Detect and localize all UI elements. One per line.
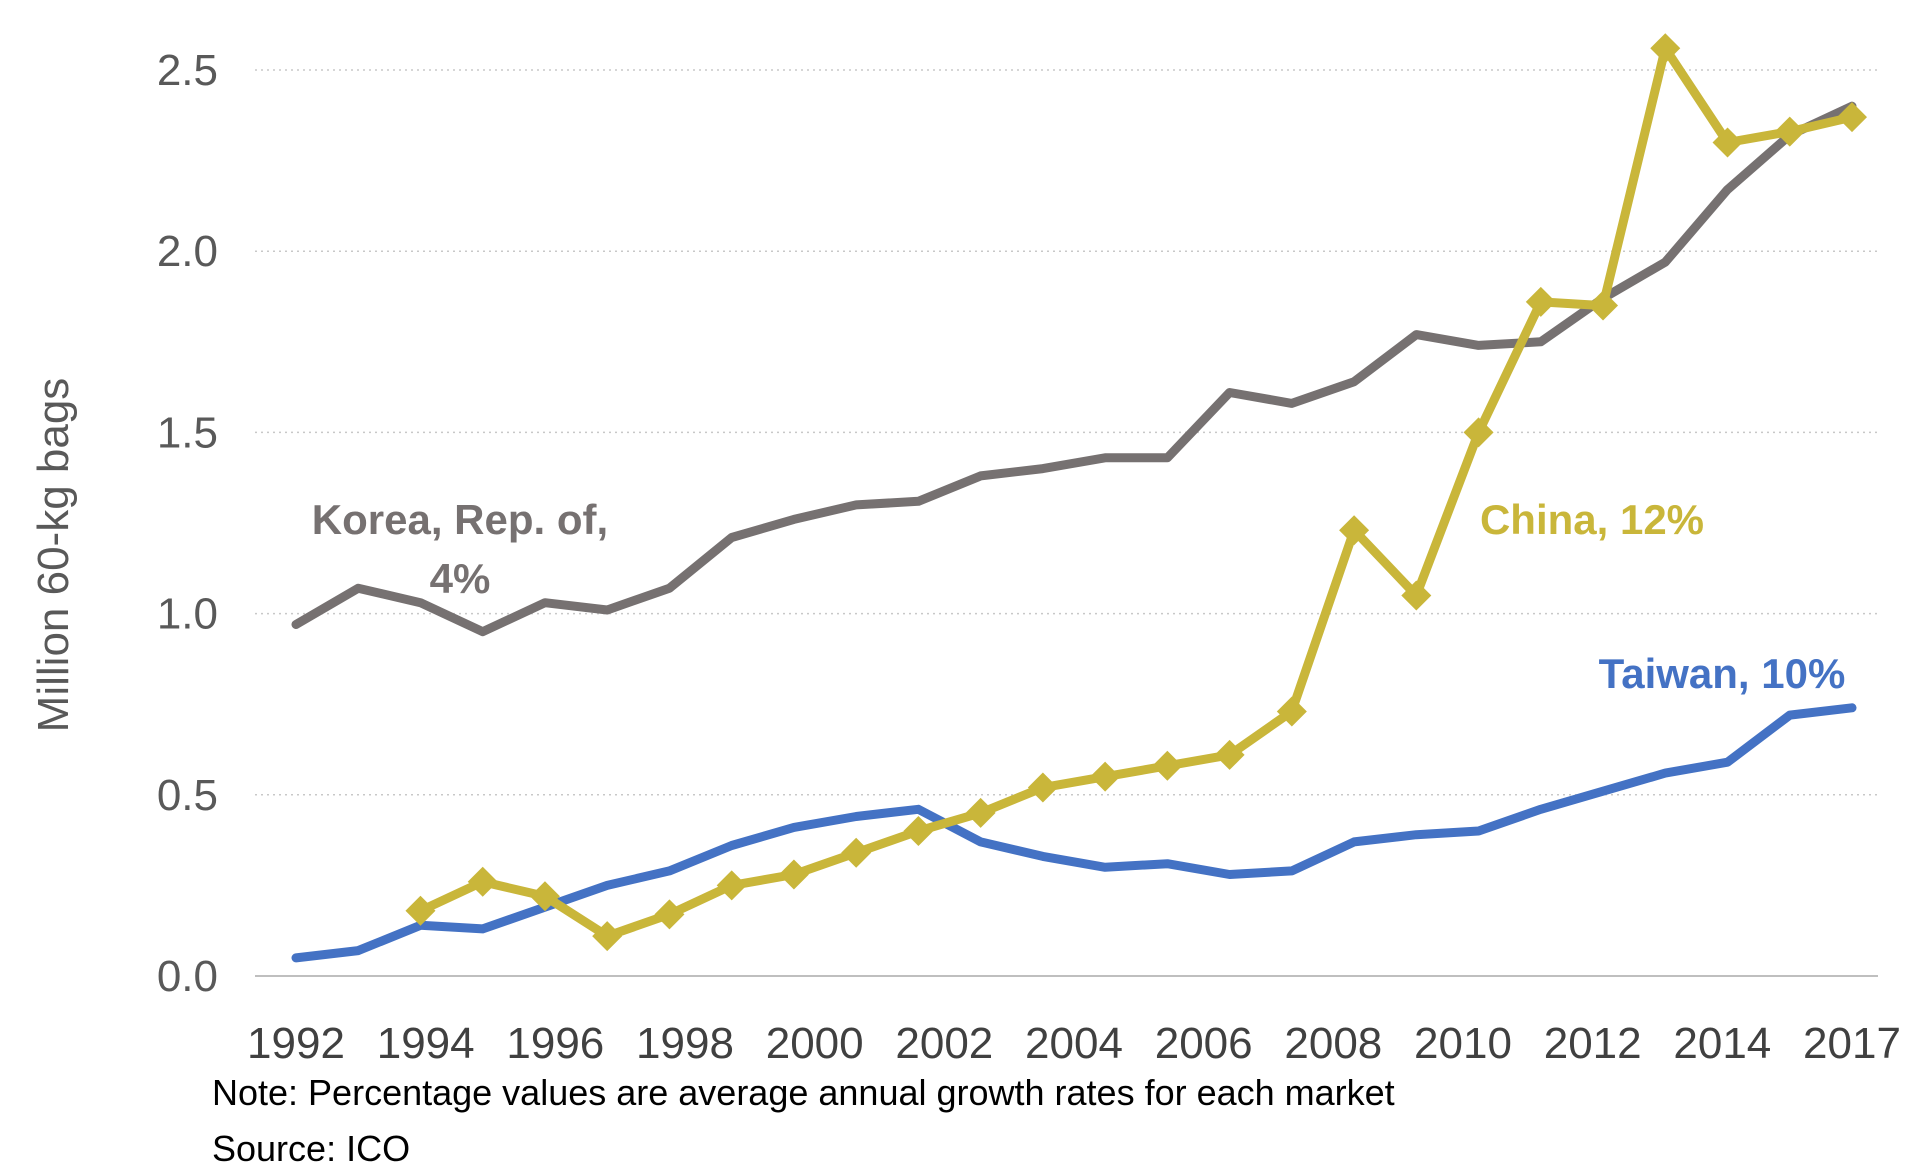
data-point-marker <box>1774 116 1805 147</box>
y-tick-label: 1.5 <box>157 408 218 457</box>
y-tick-label: 0.5 <box>157 771 218 820</box>
footnote-source: Source: ICO <box>212 1128 411 1169</box>
x-tick-label: 2017 <box>1803 1019 1901 1068</box>
series-taiwan <box>291 703 1857 963</box>
korea-series-label-line1: Korea, Rep. of, <box>312 496 608 543</box>
data-point-marker <box>841 837 872 868</box>
data-point-marker <box>1339 515 1370 546</box>
data-point-marker <box>1027 772 1058 803</box>
y-tick-label: 2.0 <box>157 227 218 276</box>
data-point-marker <box>592 921 623 952</box>
series-line <box>291 703 1857 963</box>
data-point-marker <box>716 870 747 901</box>
data-point-marker <box>778 859 809 890</box>
data-point-marker <box>1525 286 1556 317</box>
taiwan-series-label: Taiwan, 10% <box>1599 650 1846 697</box>
data-point-marker <box>654 899 685 930</box>
y-tick-label: 2.5 <box>157 46 218 95</box>
y-tick-label: 1.0 <box>157 590 218 639</box>
y-axis-title: Million 60-kg bags <box>29 378 78 733</box>
x-tick-label: 1994 <box>377 1019 475 1068</box>
data-point-marker <box>1712 127 1743 158</box>
data-point-marker <box>1650 33 1681 64</box>
x-tick-label: 1998 <box>636 1019 734 1068</box>
x-axis-tick-labels: 1992 1994 1996 1998 2000 2002 2004 2006 2008 2010… <box>247 1019 1901 1068</box>
series-line <box>416 43 1857 941</box>
data-point-marker <box>1090 761 1121 792</box>
data-point-marker <box>467 866 498 897</box>
x-tick-label: 2006 <box>1155 1019 1253 1068</box>
x-tick-label: 2002 <box>895 1019 993 1068</box>
data-point-marker <box>1276 696 1307 727</box>
data-point-marker <box>1152 750 1183 781</box>
data-point-marker <box>529 881 560 912</box>
x-tick-label: 1992 <box>247 1019 345 1068</box>
data-point-marker <box>1837 102 1867 133</box>
x-tick-label: 2010 <box>1414 1019 1512 1068</box>
data-point-marker <box>1588 290 1619 321</box>
x-tick-label: 2012 <box>1544 1019 1642 1068</box>
data-point-marker <box>1401 580 1432 611</box>
x-tick-label: 2008 <box>1284 1019 1382 1068</box>
series-layer <box>291 33 1867 963</box>
x-tick-label: 2004 <box>1025 1019 1123 1068</box>
x-tick-label: 1996 <box>506 1019 604 1068</box>
data-point-marker <box>903 816 934 847</box>
data-point-marker <box>1463 417 1494 448</box>
y-axis-tick-labels: 0.0 0.5 1.0 1.5 2.0 2.5 <box>157 46 218 1001</box>
y-tick-label: 0.0 <box>157 952 218 1001</box>
footnote-note: Note: Percentage values are average annu… <box>212 1072 1395 1113</box>
data-point-marker <box>965 797 996 828</box>
x-tick-label: 2000 <box>766 1019 864 1068</box>
china-series-label: China, 12% <box>1480 496 1704 543</box>
series-korea <box>291 101 1857 637</box>
data-point-marker <box>405 895 436 926</box>
data-point-marker <box>1214 739 1245 770</box>
series-line <box>291 101 1857 637</box>
korea-series-label-line2: 4% <box>430 555 491 602</box>
x-tick-label: 2014 <box>1673 1019 1771 1068</box>
series-china <box>405 33 1867 952</box>
